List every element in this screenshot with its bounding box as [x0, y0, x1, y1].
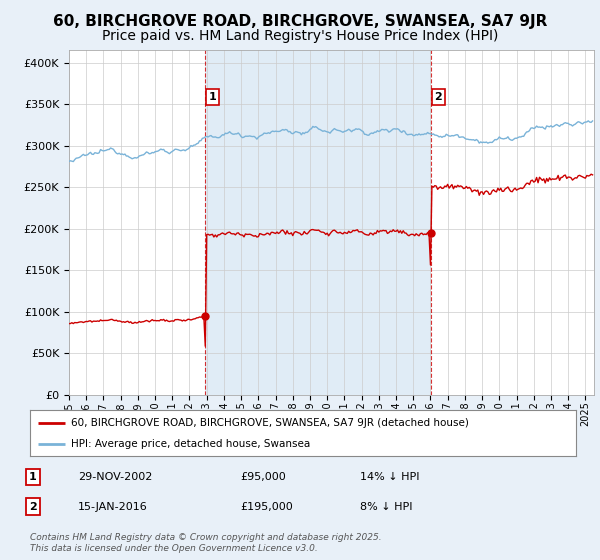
- Text: 60, BIRCHGROVE ROAD, BIRCHGROVE, SWANSEA, SA7 9JR: 60, BIRCHGROVE ROAD, BIRCHGROVE, SWANSEA…: [53, 14, 547, 29]
- Text: 29-NOV-2002: 29-NOV-2002: [78, 472, 152, 482]
- Text: 14% ↓ HPI: 14% ↓ HPI: [360, 472, 419, 482]
- Text: 1: 1: [209, 92, 217, 102]
- Text: HPI: Average price, detached house, Swansea: HPI: Average price, detached house, Swan…: [71, 439, 310, 449]
- Text: £95,000: £95,000: [240, 472, 286, 482]
- Text: Price paid vs. HM Land Registry's House Price Index (HPI): Price paid vs. HM Land Registry's House …: [102, 29, 498, 43]
- Text: 2: 2: [29, 502, 37, 512]
- Text: 1: 1: [29, 472, 37, 482]
- Text: £195,000: £195,000: [240, 502, 293, 512]
- Text: 15-JAN-2016: 15-JAN-2016: [78, 502, 148, 512]
- Text: Contains HM Land Registry data © Crown copyright and database right 2025.
This d: Contains HM Land Registry data © Crown c…: [30, 533, 382, 553]
- Text: 60, BIRCHGROVE ROAD, BIRCHGROVE, SWANSEA, SA7 9JR (detached house): 60, BIRCHGROVE ROAD, BIRCHGROVE, SWANSEA…: [71, 418, 469, 428]
- Text: 8% ↓ HPI: 8% ↓ HPI: [360, 502, 413, 512]
- Text: 2: 2: [434, 92, 442, 102]
- Bar: [205, 50, 431, 395]
